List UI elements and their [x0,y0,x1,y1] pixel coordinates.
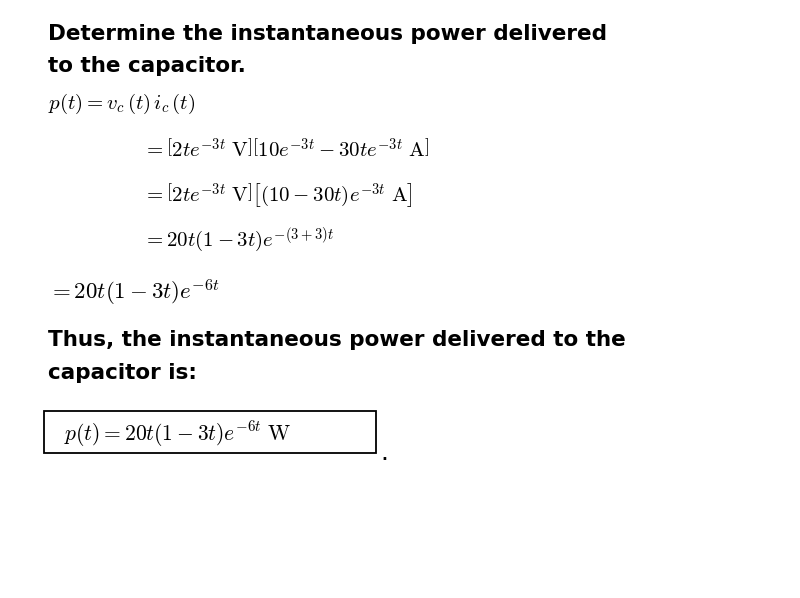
Text: to the capacitor.: to the capacitor. [48,56,246,76]
Text: capacitor is:: capacitor is: [48,363,197,383]
Text: Determine the instantaneous power delivered: Determine the instantaneous power delive… [48,24,606,44]
Text: $=\left[2te^{-3t}\mathrm{\ V}\right]\left[10e^{-3t}-30te^{-3t}\mathrm{\ A}\right: $=\left[2te^{-3t}\mathrm{\ V}\right]\lef… [142,137,429,161]
Text: $=20t(1-3t)e^{-6t}$: $=20t(1-3t)e^{-6t}$ [48,278,219,308]
Text: $p(t)=20t(1-3t)e^{-6t}\mathrm{\ W}$: $p(t)=20t(1-3t)e^{-6t}\mathrm{\ W}$ [63,420,291,450]
Text: .: . [380,441,388,465]
Text: $=20t(1-3t)e^{-(3+3)t}$: $=20t(1-3t)e^{-(3+3)t}$ [142,225,334,255]
Text: $p(t)=v_c\,(t)\,i_c\,(t)$: $p(t)=v_c\,(t)\,i_c\,(t)$ [48,92,195,117]
Text: $=\left[2te^{-3t}\mathrm{\ V}\right]\left[(10-30t)e^{-3t}\mathrm{\ A}\right]$: $=\left[2te^{-3t}\mathrm{\ V}\right]\lef… [142,181,413,210]
Text: Thus, the instantaneous power delivered to the: Thus, the instantaneous power delivered … [48,330,626,350]
FancyBboxPatch shape [44,411,376,453]
